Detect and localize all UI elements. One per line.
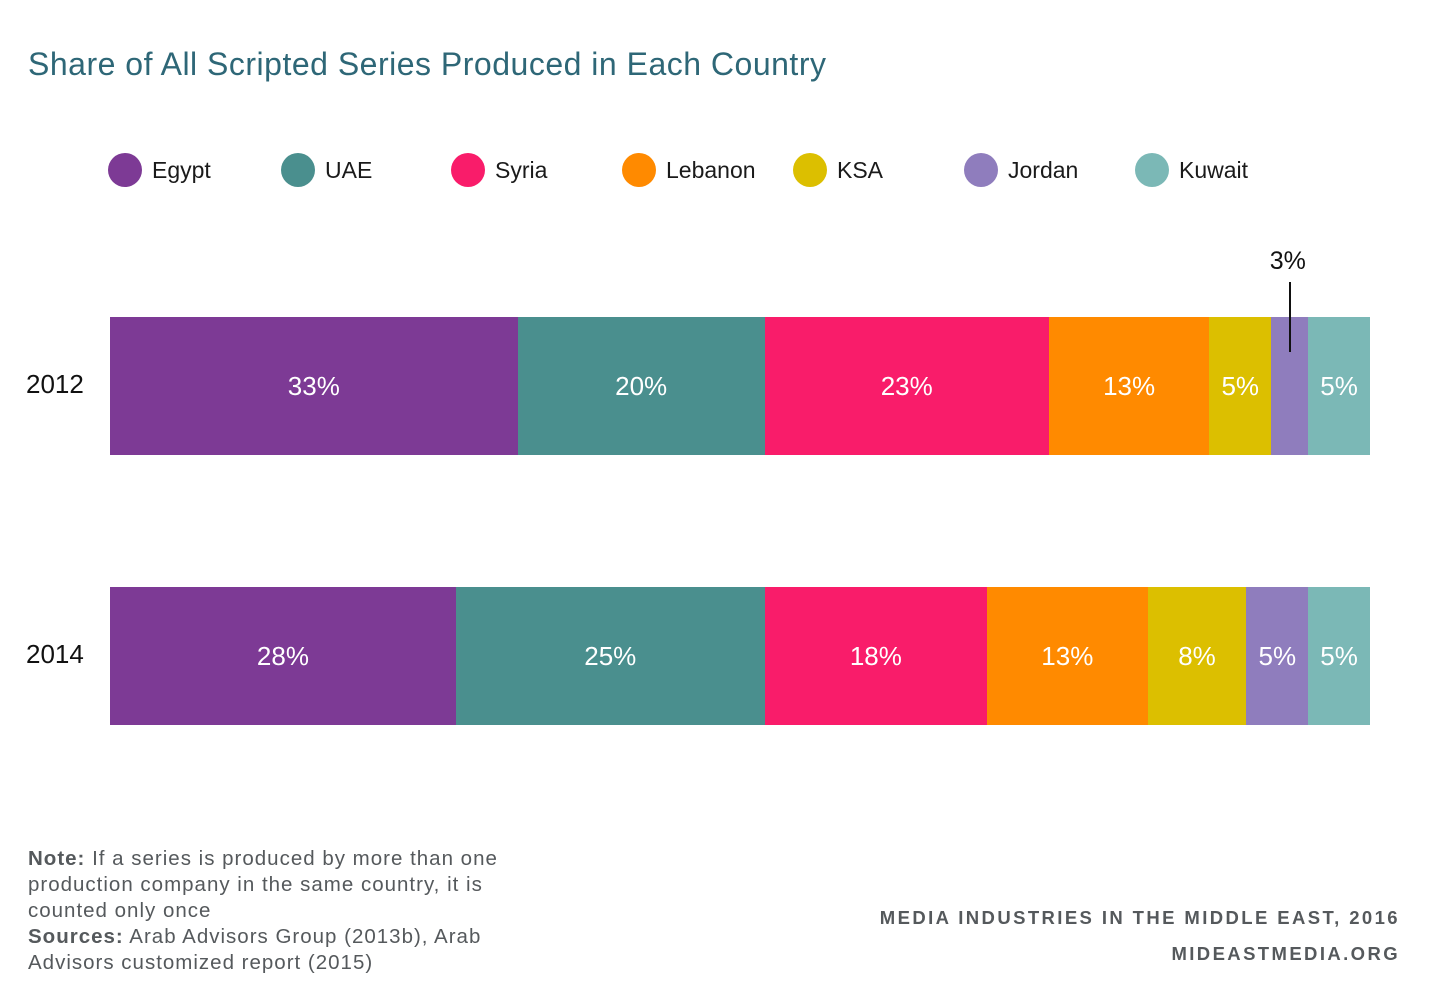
legend-swatch-lebanon bbox=[622, 153, 656, 187]
legend-label-syria: Syria bbox=[495, 156, 548, 183]
bar-segment-syria-2012: 23% bbox=[764, 317, 1049, 455]
callout-leader-line bbox=[1288, 282, 1291, 352]
legend-swatch-egypt bbox=[108, 153, 142, 187]
legend-swatch-kuwait bbox=[1135, 153, 1169, 187]
legend-item-syria: Syria bbox=[451, 150, 547, 190]
data-label-kuwait-2012: 5% bbox=[1320, 370, 1358, 401]
callout-label: 3% bbox=[1269, 247, 1306, 275]
data-label-egypt-2012: 33% bbox=[287, 370, 340, 401]
bar-2012: 33% 20% 23% 13% 5% 5% bbox=[110, 317, 1370, 455]
legend-swatch-ksa bbox=[793, 153, 827, 187]
data-label-lebanon-2014: 13% bbox=[1041, 640, 1094, 671]
bar-2014: 28% 25% 18% 13% 8% 5% 5% bbox=[110, 587, 1370, 725]
note-label: Note: bbox=[28, 847, 86, 870]
legend-label-uae: UAE bbox=[325, 156, 373, 183]
legend-label-kuwait: Kuwait bbox=[1179, 156, 1249, 183]
bar-segment-uae-2014: 25% bbox=[455, 587, 765, 725]
data-label-lebanon-2012: 13% bbox=[1103, 370, 1156, 401]
bar-segment-syria-2014: 18% bbox=[764, 587, 988, 725]
data-label-syria-2012: 23% bbox=[880, 370, 933, 401]
legend-label-ksa: KSA bbox=[837, 156, 884, 183]
data-label-uae-2014: 25% bbox=[584, 640, 637, 671]
footer-publication: MEDIA INDUSTRIES IN THE MIDDLE EAST, 201… bbox=[879, 907, 1400, 928]
legend-swatch-jordan bbox=[964, 153, 998, 187]
data-label-uae-2012: 20% bbox=[615, 370, 668, 401]
legend-item-ksa: KSA bbox=[793, 150, 883, 190]
bar-segment-ksa-2012: 5% bbox=[1209, 317, 1272, 455]
legend-item-uae: UAE bbox=[281, 150, 372, 190]
sources-label: Sources: bbox=[28, 925, 124, 948]
chart-title: Share of All Scripted Series Produced in… bbox=[28, 46, 827, 82]
bar-segment-egypt-2012: 33% bbox=[110, 317, 518, 455]
legend-item-egypt: Egypt bbox=[108, 150, 211, 190]
bar-segment-lebanon-2012: 13% bbox=[1048, 317, 1210, 455]
data-label-egypt-2014: 28% bbox=[256, 640, 309, 671]
legend-swatch-uae bbox=[281, 153, 315, 187]
legend-label-lebanon: Lebanon bbox=[666, 156, 756, 183]
legend-item-jordan: Jordan bbox=[964, 150, 1078, 190]
bar-segment-lebanon-2014: 13% bbox=[987, 587, 1148, 725]
bar-segment-ksa-2014: 8% bbox=[1147, 587, 1247, 725]
legend-label-jordan: Jordan bbox=[1008, 156, 1079, 183]
data-label-syria-2014: 18% bbox=[849, 640, 902, 671]
legend-item-kuwait: Kuwait bbox=[1135, 150, 1248, 190]
sources-text: Arab Advisors Group (2013b), Arab Adviso… bbox=[28, 925, 482, 974]
category-label-2012: 2012 bbox=[26, 369, 84, 399]
bar-segment-uae-2012: 20% bbox=[517, 317, 765, 455]
bar-segment-kuwait-2012: 5% bbox=[1308, 317, 1370, 455]
legend-item-lebanon: Lebanon bbox=[622, 150, 756, 190]
data-label-jordan-2014: 5% bbox=[1258, 640, 1297, 671]
footer-website: MIDEASTMEDIA.ORG bbox=[1171, 943, 1400, 964]
bar-segment-egypt-2014: 28% bbox=[110, 587, 456, 725]
bar-segment-jordan-2014: 5% bbox=[1246, 587, 1309, 725]
category-label-2014: 2014 bbox=[26, 639, 84, 669]
chart-note: Note: If a series is produced by more th… bbox=[28, 846, 568, 976]
data-label-kuwait-2014: 5% bbox=[1320, 640, 1358, 671]
bar-segment-kuwait-2014: 5% bbox=[1308, 587, 1370, 725]
legend-label-egypt: Egypt bbox=[152, 156, 211, 183]
legend-swatch-syria bbox=[451, 153, 485, 187]
data-label-ksa-2012: 5% bbox=[1221, 370, 1260, 401]
note-text: If a series is produced by more than one… bbox=[28, 847, 498, 922]
chart-legend: Egypt UAE Syria Lebanon KSA Jordan Kuwait bbox=[0, 150, 1436, 190]
data-label-ksa-2014: 8% bbox=[1178, 640, 1216, 671]
